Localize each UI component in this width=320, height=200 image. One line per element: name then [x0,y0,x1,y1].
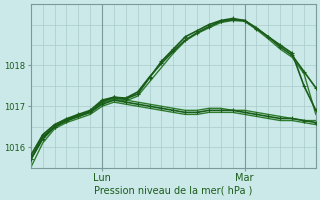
X-axis label: Pression niveau de la mer( hPa ): Pression niveau de la mer( hPa ) [94,186,252,196]
